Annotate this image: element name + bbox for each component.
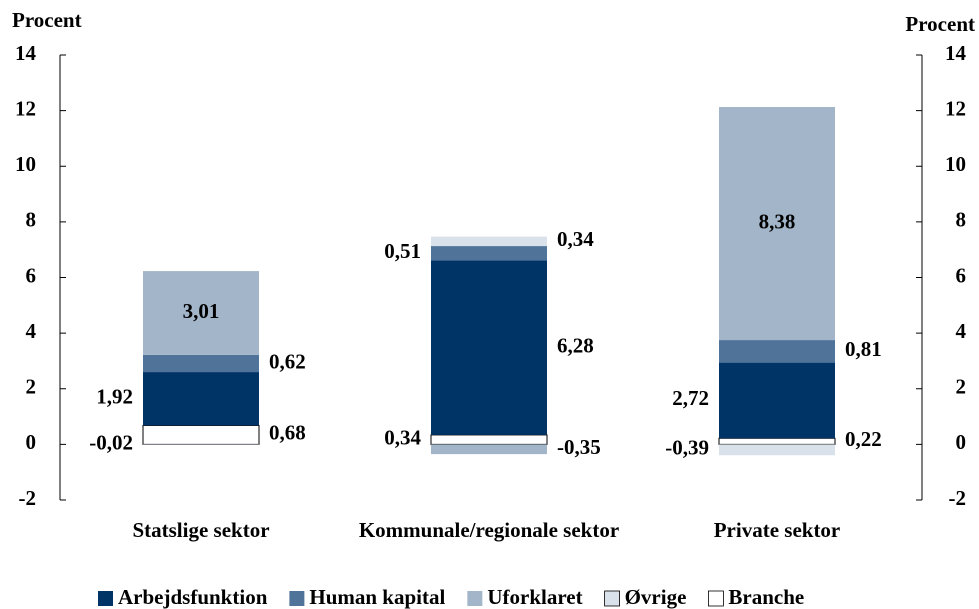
x-tick-label-box: Kommunale/regionale sektor [358,518,620,542]
data-label: 0,51 [384,239,421,263]
y-axis-title: Procent [12,8,82,32]
y2-tick-label: 0 [956,430,967,454]
data-label: -0,35 [557,435,601,459]
y2-tick-label: 8 [956,208,967,232]
y2-tick-label: 14 [945,41,967,65]
y-tick-label: 8 [26,208,37,232]
y-tick-label: 2 [26,375,37,399]
data-label: 0,34 [384,425,421,449]
data-label: 0,81 [845,337,882,361]
bar-segment [430,434,548,445]
y-tick-label: -2 [19,486,37,510]
y2-tick-label: 12 [945,96,966,120]
data-label: 0,68 [269,421,306,445]
bar-segment [719,107,835,341]
x-tick-label: Private sektor [713,518,841,542]
data-label: 2,72 [672,386,709,410]
legend-swatch [98,591,113,606]
data-label: 6,28 [557,333,594,357]
bar-segment [431,236,547,247]
legend-label: Arbejdsfunktion [118,585,268,609]
bar-segment [142,424,260,445]
data-label: 0,22 [845,427,882,451]
bar-segment [431,444,547,455]
bar-segment [143,271,259,355]
y-tick-label: 14 [15,41,37,65]
x-tick-label: Kommunale/regionale sektor [358,518,620,542]
legend-label: Uforklaret [487,585,582,609]
x-tick-label-box: Private sektor [713,518,841,542]
legend-swatch [604,590,620,607]
y2-tick-label: 4 [956,319,967,343]
y2-tick-label: 10 [945,152,966,176]
y2-axis-title: Procent [905,12,975,36]
legend-swatch [708,590,724,607]
bar-segment [431,260,547,435]
data-label: 0,62 [269,349,306,373]
y2-tick-label: 2 [956,375,967,399]
bar-segment [143,444,259,445]
y-tick-label: 10 [15,152,36,176]
x-tick-label-box: Statslige sektor [132,518,270,542]
bar-segment [143,354,259,373]
data-label: -0,02 [89,430,133,454]
legend-label: Human kapital [309,585,445,609]
legend-swatch [467,591,483,606]
y-tick-label: 6 [26,263,37,287]
bar-segment [719,362,835,439]
y-tick-label: 4 [26,319,37,343]
bar-segment [143,372,259,426]
legend-label: Branche [728,585,804,609]
legend-label: Øvrige [625,585,687,609]
bar-segment [719,340,835,363]
bar-segment [719,444,835,456]
data-label: 1,92 [96,385,133,409]
x-tick-label: Statslige sektor [132,518,270,542]
y-tick-label: 0 [26,430,37,454]
y2-tick-label: -2 [949,486,967,510]
data-label: 3,01 [183,299,220,323]
data-label: 0,34 [557,227,594,251]
y2-tick-label: 6 [956,263,967,287]
legend-swatch [289,591,305,606]
y-tick-label: 12 [15,96,36,120]
data-label: 8,38 [759,209,796,233]
bar-segment [718,437,836,445]
data-label: -0,39 [665,436,709,460]
bar-segment [431,246,547,261]
